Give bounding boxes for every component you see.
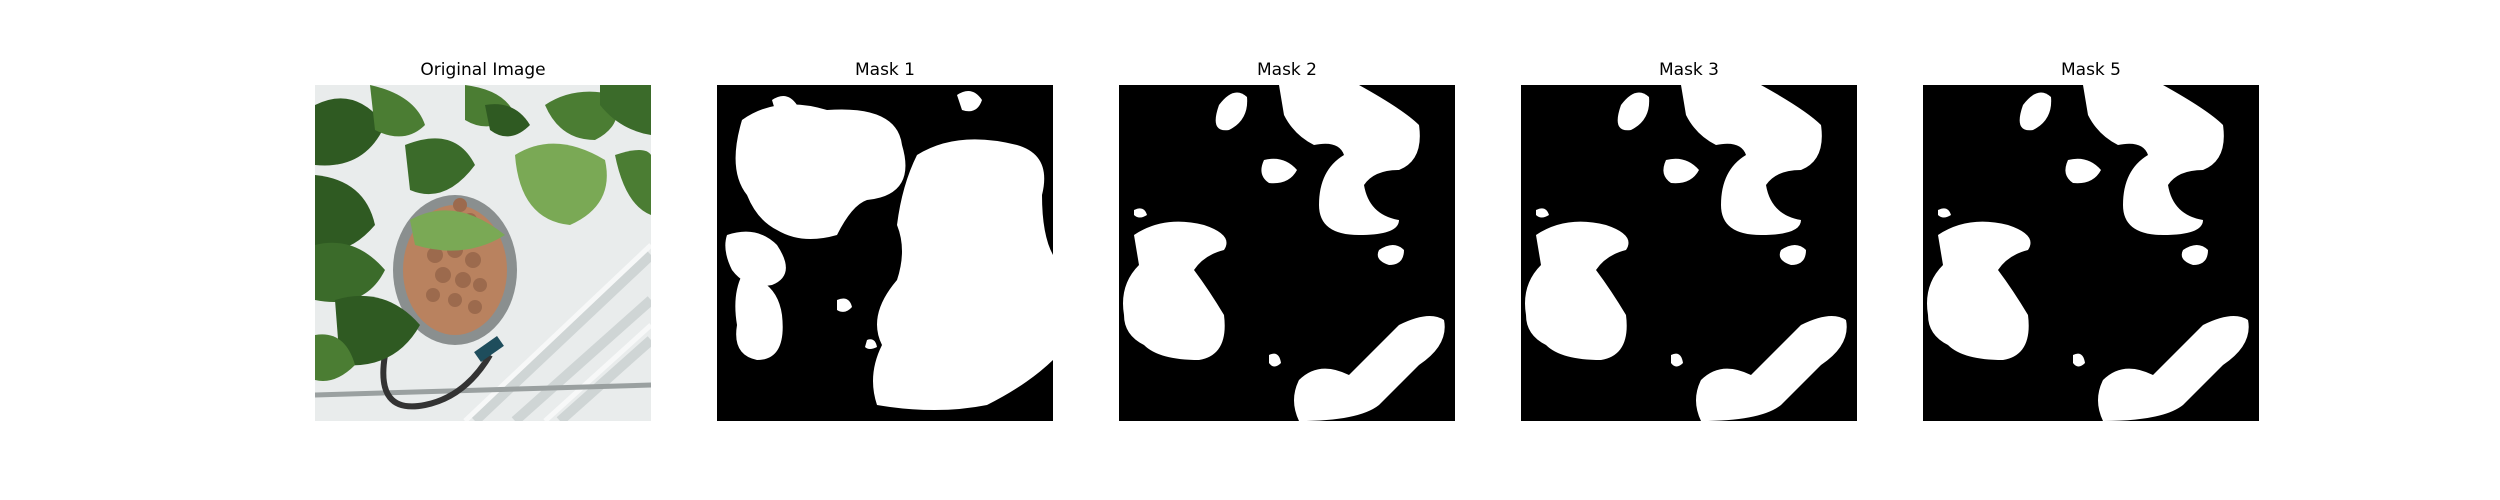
mask-5-image	[1923, 85, 2259, 421]
mask-2-image	[1119, 85, 1455, 421]
panel-title: Mask 5	[2060, 60, 2121, 80]
mask-1-image	[717, 85, 1053, 421]
panel-title: Mask 1	[854, 60, 915, 80]
panel-title: Mask 3	[1658, 60, 1719, 80]
panel-title: Original Image	[420, 60, 546, 80]
mask-3-image	[1521, 85, 1857, 421]
panel-title: Mask 2	[1256, 60, 1317, 80]
original-image	[315, 85, 651, 421]
